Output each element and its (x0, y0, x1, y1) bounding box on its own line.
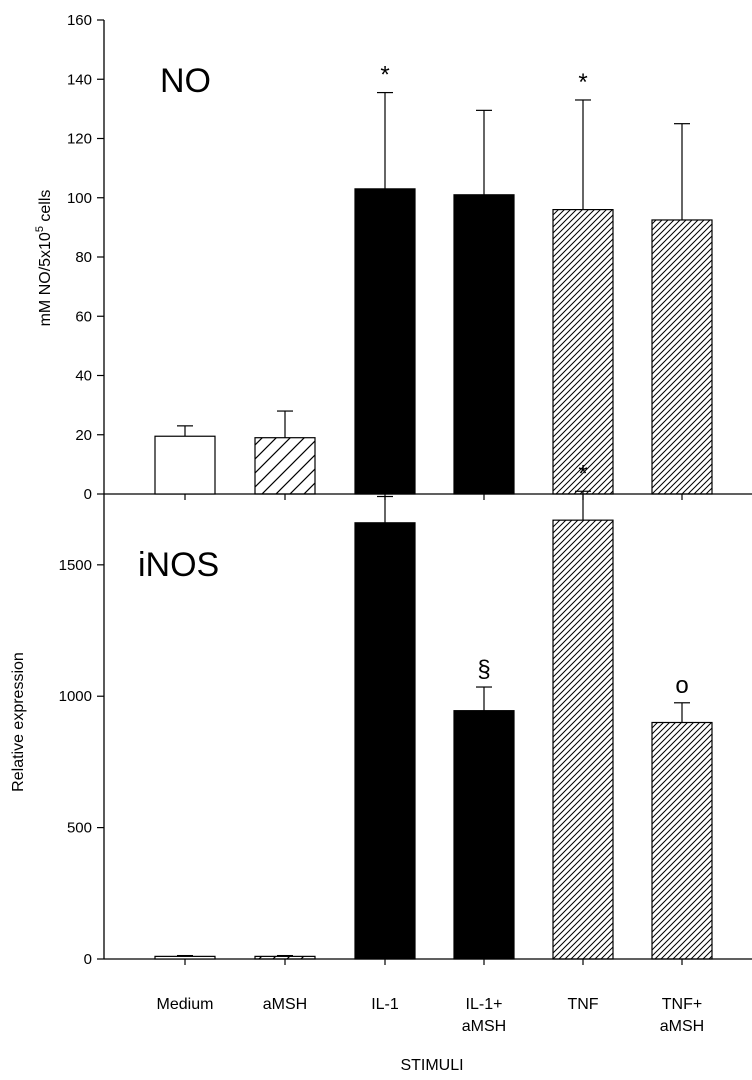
inos-significance-mark: * (380, 466, 389, 493)
no-significance-mark: * (578, 69, 587, 96)
no-panel: NO mM NO/5x105 cells 0 20 40 60 80 100 120 140 1… (34, 12, 752, 503)
inos-bar (651, 721, 713, 960)
inos-bar (453, 710, 515, 960)
inos-y-tick-label: 1000 (59, 688, 92, 705)
inos-bar (552, 519, 614, 960)
no-y-tick-label: 0 (84, 486, 92, 503)
no-bar (254, 437, 316, 495)
inos-significance-mark: § (477, 656, 490, 683)
x-category-label: IL-1+ (466, 996, 503, 1013)
no-bar (552, 209, 614, 495)
no-significance-mark: * (380, 62, 389, 89)
no-y-tick-label: 160 (67, 12, 92, 29)
no-y-axis-label: mM NO/5x105 cells (34, 190, 54, 327)
x-category-label: aMSH (660, 1018, 704, 1035)
inos-bar (354, 522, 416, 960)
x-category-label: aMSH (462, 1018, 506, 1035)
inos-panel: iNOS Relative expression 0 500 1000 1500 * §… (10, 460, 752, 968)
inos-significance-mark: * (578, 460, 587, 487)
no-bar (154, 435, 216, 495)
x-axis-title: STIMULI (400, 1057, 463, 1074)
x-category-label: aMSH (263, 996, 307, 1013)
x-category-label: IL-1 (371, 996, 399, 1013)
x-category-label: TNF (567, 996, 598, 1013)
no-panel-title: NO (160, 62, 211, 100)
inos-y-axis-label: Relative expression (10, 652, 27, 792)
no-y-tick-label: 140 (67, 71, 92, 88)
x-category-label: TNF+ (662, 996, 702, 1013)
inos-y-tick-label: 1500 (59, 557, 92, 574)
inos-bar (154, 955, 216, 960)
no-y-tick-label: 120 (67, 131, 92, 148)
no-y-tick-label: 40 (75, 368, 92, 385)
no-bar (651, 219, 713, 495)
no-bar (354, 188, 416, 495)
no-y-tick-label: 80 (75, 249, 92, 266)
inos-significance-mark: o (675, 672, 688, 699)
no-y-tick-label: 60 (75, 308, 92, 325)
no-y-tick-label: 20 (75, 427, 92, 444)
no-bar (453, 194, 515, 495)
x-category-label: Medium (157, 996, 214, 1013)
inos-y-tick-label: 0 (84, 951, 92, 968)
inos-panel-title: iNOS (138, 546, 219, 584)
inos-bar (254, 955, 316, 960)
no-y-tick-label: 100 (67, 190, 92, 207)
inos-y-tick-label: 500 (67, 820, 92, 837)
